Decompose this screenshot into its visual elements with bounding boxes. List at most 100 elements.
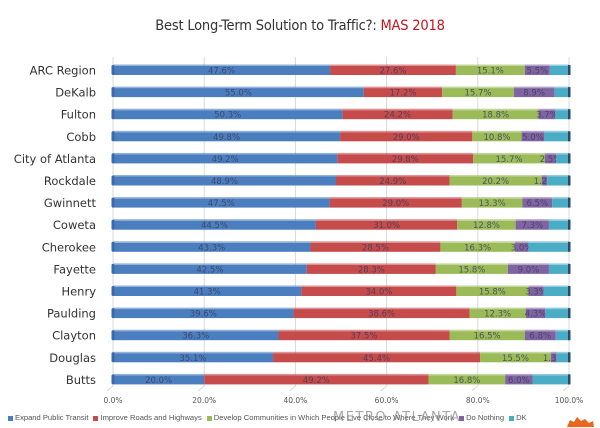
category-label: Cherokee [42, 240, 96, 254]
bar-start-cap [111, 87, 115, 98]
data-label: 7.3% [521, 221, 543, 231]
data-label: 44.5% [201, 221, 228, 231]
data-label: 1.2% [534, 177, 556, 187]
data-label: 20.2% [482, 177, 509, 187]
bar-start-cap [111, 109, 115, 120]
bar-segment [556, 154, 569, 164]
bar-segment [532, 375, 569, 385]
data-label: 17.2% [390, 89, 417, 99]
data-label: 47.6% [208, 67, 235, 77]
bar-segment-top [461, 197, 523, 199]
x-tick-label: 40.0% [283, 396, 307, 405]
data-label: 6.8% [529, 332, 551, 342]
bar-segment [310, 242, 441, 252]
bar-segment [278, 331, 450, 341]
bar-segment [113, 176, 336, 186]
data-label: 55.0% [225, 89, 252, 99]
bar-segment-top [548, 263, 569, 265]
bar-segment-top [435, 263, 508, 265]
bar-segment [329, 198, 462, 208]
bar-segment-top [273, 351, 481, 354]
category-label: Cobb [66, 130, 96, 144]
bar-segment-top [113, 175, 336, 177]
category-label: City of Atlanta [14, 152, 96, 166]
bar-segment-top [113, 86, 364, 89]
bar-row: 48.9% 24.9% 20.2% 1.2% [111, 175, 571, 187]
bar-end-cap [568, 175, 571, 186]
bar-segment-top [555, 329, 569, 332]
legend-item: Expand Public Transit [8, 413, 88, 422]
bar-segment [315, 220, 458, 230]
data-label: 9.0% [518, 265, 540, 275]
bar-segment [544, 154, 557, 164]
data-label: 47.5% [208, 199, 235, 209]
bar-segment [554, 88, 569, 98]
bar-row: 44.5% 31.0% 12.8% 7.3% [111, 219, 571, 231]
bar-segment-top [442, 86, 514, 89]
bar-segment [521, 132, 545, 142]
bar-segment [440, 242, 515, 252]
bar-segment [544, 132, 569, 142]
bar-row: 49.8% 29.0% 10.8% 5.0% [111, 130, 571, 143]
bar-segment-top [544, 152, 557, 155]
bar-segment [113, 154, 338, 164]
bar-segment-top [452, 108, 539, 111]
legend-label: Develop Communities in Which People Live… [213, 413, 455, 422]
bar-segment-top [480, 351, 551, 354]
category-labels: ARC Region DeKalb Fulton Cobb City of Atlant… [14, 64, 97, 387]
data-label: 41.3% [194, 288, 221, 298]
data-label: 10.8% [483, 133, 510, 143]
bar-segment-top [113, 285, 302, 287]
bar-segment-top [113, 263, 307, 265]
bar-segment [113, 132, 341, 142]
bar-segment [555, 110, 569, 120]
bar-segment [113, 220, 316, 230]
bar-segment [522, 198, 553, 208]
bar-segment [113, 198, 330, 208]
bar-segment [293, 309, 470, 319]
bar-segment [538, 110, 556, 120]
x-tick-label: 80.0% [466, 396, 490, 405]
bar-end-cap [568, 286, 571, 296]
bar-start-cap [111, 131, 115, 142]
legend-item: DK [509, 413, 527, 422]
category-label: Paulding [47, 307, 96, 321]
bar-segment [363, 88, 443, 98]
category-label: Butts [66, 373, 96, 387]
data-label: 5.0% [522, 133, 544, 143]
bar-end-cap [568, 153, 571, 164]
bar-segment-top [113, 108, 343, 111]
legend-swatch-icon [8, 415, 13, 421]
legend-swatch-icon [206, 415, 212, 421]
bar-segment [515, 220, 549, 230]
bar-segment-top [513, 86, 555, 89]
bar-row: 43.3% 28.5% 16.3% 3.0% [111, 241, 571, 253]
bar-segment-top [505, 373, 533, 376]
bar-row: 35.1% 45.4% 15.5% 1.3% [111, 351, 571, 364]
data-label: 31.0% [373, 221, 400, 231]
bar-segment-top [473, 152, 545, 155]
data-label: 39.6% [190, 310, 217, 320]
bar-segment-top [556, 351, 569, 354]
bar-start-cap [111, 352, 115, 363]
data-label: 48.9% [211, 177, 238, 187]
legend-item: Develop Communities in Which People Live… [206, 413, 455, 422]
legend-label: Expand Public Transit [15, 413, 89, 422]
bar-segment-top [113, 329, 279, 332]
bar-segment [556, 353, 569, 363]
chart-title: Best Long-Term Solution to Traffic?: MAS… [0, 18, 600, 34]
bar-segment-top [113, 307, 294, 310]
bar-start-cap [111, 65, 115, 75]
bar-segment-top [522, 197, 553, 199]
bar-segment [514, 242, 529, 252]
bar-segment-top [337, 152, 474, 155]
bar-end-cap [568, 374, 571, 385]
bar-row: 39.6% 38.6% 12.3% 4.3% [111, 307, 571, 320]
bar-segment [547, 176, 569, 186]
data-label: 35.1% [180, 354, 207, 364]
data-label: 24.9% [379, 177, 406, 187]
bar-segment [306, 264, 436, 274]
bar-end-cap [568, 109, 571, 120]
data-label: 2.5% [540, 155, 562, 165]
bar-segment [113, 375, 205, 385]
